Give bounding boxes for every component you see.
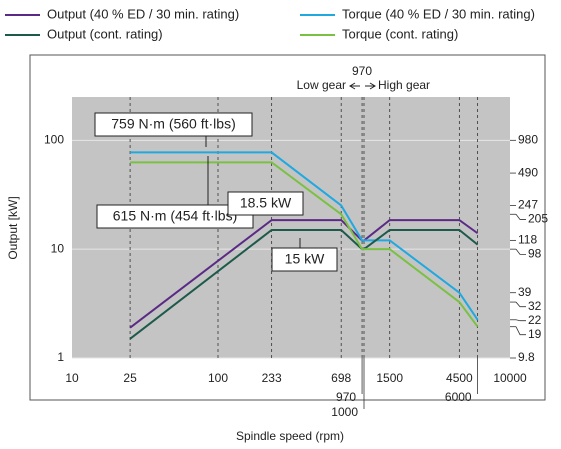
low-gear-label: Low gear xyxy=(297,78,346,92)
y-tick-label: 1 xyxy=(57,350,64,364)
x-tick-label: 10000 xyxy=(493,371,527,385)
gear-change-speed: 970 xyxy=(352,64,372,78)
x-tick-label: 10 xyxy=(65,371,79,385)
y-tick-label: 10 xyxy=(51,241,65,255)
legend: Output (40 % ED / 30 min. rating) Torque … xyxy=(5,6,535,41)
tick-leader xyxy=(515,248,526,255)
annotation: 759 N·m (560 ft·lbs) xyxy=(111,116,235,132)
gear-arrows xyxy=(349,82,376,90)
tick-leader xyxy=(515,214,526,220)
y2-tick-label: 19 xyxy=(528,327,542,341)
tick-leader xyxy=(515,301,526,308)
y2-tick-label: 205 xyxy=(528,212,548,226)
tick-leader xyxy=(515,326,526,336)
y-axis-label: Output [kW] xyxy=(6,196,20,259)
x-tick-label: 100 xyxy=(208,371,228,385)
annotation: 615 N·m (454 ft·lbs) xyxy=(113,208,237,224)
series-line xyxy=(130,151,479,321)
series-line xyxy=(130,161,479,328)
y2-tick-label: 39 xyxy=(518,285,532,299)
legend-label: Torque (40 % ED / 30 min. rating) xyxy=(342,6,535,21)
y2-tick-label: 247 xyxy=(518,198,538,212)
annotation-box xyxy=(96,204,254,229)
annotation: 15 kW xyxy=(285,251,325,267)
legend-label: Torque (cont. rating) xyxy=(342,26,458,41)
y2-tick-label: 490 xyxy=(518,165,538,179)
x-tick-label: 1500 xyxy=(376,371,403,385)
y2-tick-label: 9.8 xyxy=(518,350,535,364)
y2-tick-label: 980 xyxy=(518,132,538,146)
x-axis-label: Spindle speed (rpm) xyxy=(236,429,344,443)
x-tick-label: 25 xyxy=(123,371,137,385)
x-tick-label: 233 xyxy=(262,371,282,385)
x-tick-label: 1000 xyxy=(331,405,358,419)
y2-tick-label: 32 xyxy=(528,299,542,313)
y2-tick-label: 118 xyxy=(518,233,537,247)
annotation: 18.5 kW xyxy=(240,195,292,211)
legend-label: Output (40 % ED / 30 min. rating) xyxy=(47,6,239,21)
y-tick-label: 100 xyxy=(44,132,64,146)
annotation-box xyxy=(227,191,304,216)
y2-tick-label: 98 xyxy=(528,247,542,261)
high-gear-label: High gear xyxy=(378,78,430,92)
x-tick-label: 6000 xyxy=(445,390,472,404)
x-tick-label: 698 xyxy=(331,371,351,385)
legend-label: Output (cont. rating) xyxy=(47,26,163,41)
annotation-box xyxy=(94,112,253,137)
x-tick-label: 4500 xyxy=(446,371,473,385)
y2-tick-label: 22 xyxy=(528,313,542,327)
annotation-box xyxy=(271,247,338,272)
tick-leader xyxy=(515,319,526,322)
x-tick-label: 970 xyxy=(336,390,356,404)
